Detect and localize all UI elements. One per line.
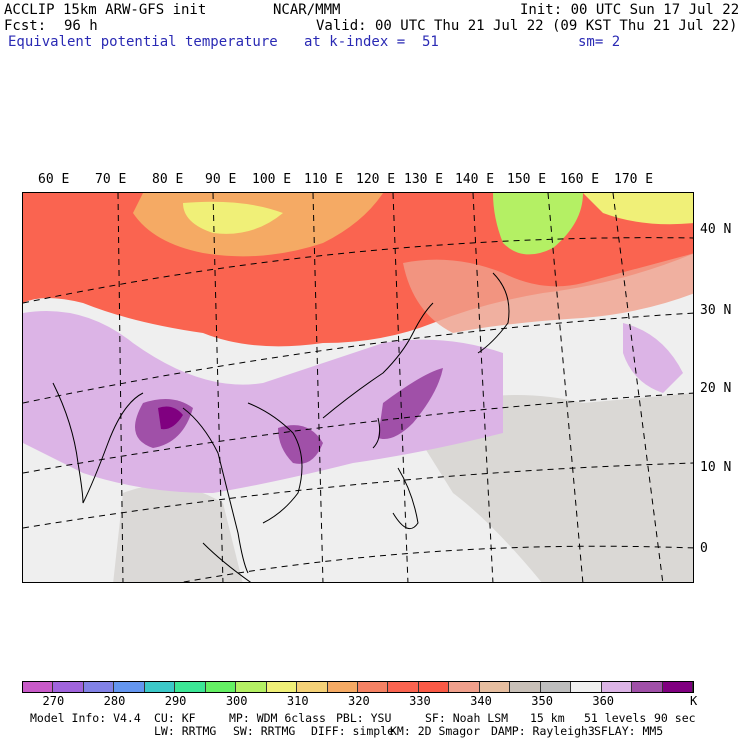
longitude-label: 60 E [38,172,70,187]
graticule [23,193,693,582]
longitude-label: 130 E [404,172,444,187]
india-coast [52,382,144,504]
colorbar-segment [83,682,115,692]
colorbar-label: 330 [409,694,431,708]
init-time: Init: 00 UTC Sun 17 Jul 22 [520,2,740,18]
colorbar-segment [449,682,480,692]
valid-time: Valid: 00 UTC Thu 21 Jul 22 (09 KST Thu … [316,18,738,34]
latitude-label: 20 N [700,381,732,396]
yellow-zone-mongolia [183,201,283,234]
theta-e-map [23,193,693,582]
japan-coast [477,272,510,354]
colorbar-segment [357,682,389,692]
colorbar-label: 300 [225,694,248,708]
china-coast [322,302,434,419]
footer-item: DAMP: Rayleigh3 [491,724,595,738]
colorbar-label: 270 [42,694,65,708]
colorbar-segment [53,682,84,692]
footer-item: SW: RRTMG [233,724,296,738]
colorbar-unit: K [690,694,698,708]
burma-coast [182,407,249,574]
footer-item: 51 levels [584,711,647,725]
lavender-patch-east [623,323,683,393]
sumatra-coast [202,542,252,582]
colorbar-segment [23,682,54,692]
footer-item: 15 km [530,711,565,725]
parallel-0 [181,545,693,582]
lavender-band [23,311,503,493]
colorbar-segment [297,682,328,692]
longitude-label: 80 E [152,172,184,187]
footer-item: PBL: YSU [336,711,392,725]
latitude-label: 40 N [700,222,732,237]
colorbar-segment [236,682,267,692]
coastlines [52,272,510,582]
longitude-label: 140 E [455,172,495,187]
colorbar-segment [479,682,511,692]
colorbar-segment [327,682,358,692]
colorbar-label: 360 [592,694,615,708]
model-title: ACCLIP 15km ARW-GFS init [4,2,207,18]
longitude-label: 90 E [205,172,237,187]
purple-core-philippines [378,368,443,439]
footer-item: MP: WDM 6class [229,711,326,725]
colorbar-segment [266,682,298,692]
colorbar-segment [205,682,237,692]
level-info: at k-index = 51 [304,34,439,50]
colorbar-label: 310 [286,694,309,708]
gray-patch-east [403,393,693,582]
footer-item: LW: RRTMG [154,724,217,738]
longitude-label: 170 E [614,172,654,187]
colorbar-segment [388,682,419,692]
purple-core-indochina [278,425,323,464]
footer-item: Model Info: V4.4 [30,711,141,725]
indochina-coast [247,402,303,524]
longitude-label: 120 E [356,172,396,187]
latitude-label: 10 N [700,460,732,475]
salmon-band [403,253,693,333]
colorbar-label: 290 [164,694,187,708]
footer-item: SF: Noah LSM [425,711,509,725]
longitude-label: 70 E [95,172,127,187]
footer-item: 90 sec [654,711,696,725]
longitude-label: 150 E [507,172,547,187]
colorbar-segment [662,682,693,692]
colorbar-label: 320 [348,694,370,708]
colorbar-label: 350 [531,694,553,708]
dark-core-bay-of-bengal [158,406,183,430]
latitude-label: 0 [700,541,708,556]
footer-item: SFLAY: MM5 [594,724,664,738]
colorbar-segment [175,682,206,692]
organization-label: NCAR/MMM [273,2,341,18]
footer-item: CU: KF [154,711,196,725]
colorbar-label: 280 [103,694,126,708]
colorbar-segment [540,682,572,692]
colorbar [22,681,694,693]
colorbar-label: 340 [470,694,492,708]
latitude-label: 30 N [700,303,732,318]
philippines-coast [392,467,419,530]
longitude-label: 160 E [560,172,600,187]
forecast-label: Fcst: [4,18,47,34]
colorbar-segment [418,682,450,692]
colorbar-segment [601,682,633,692]
colorbar-segment [632,682,663,692]
colorbar-segment [510,682,541,692]
map-panel [22,192,694,583]
yellow-zone-northeast [583,193,693,225]
taiwan-coast [372,417,381,449]
forecast-hours: 96 h [64,18,98,34]
longitude-label: 110 E [304,172,344,187]
colorbar-segment [114,682,145,692]
colorbar-segment [571,682,602,692]
footer-item: DIFF: simple [311,724,395,738]
smoothing-info: sm= 2 [578,34,621,50]
footer-item: KM: 2D Smagor [390,724,481,738]
longitude-label: 100 E [252,172,292,187]
colorbar-segment [144,682,176,692]
field-name: Equivalent potential temperature [8,34,278,50]
